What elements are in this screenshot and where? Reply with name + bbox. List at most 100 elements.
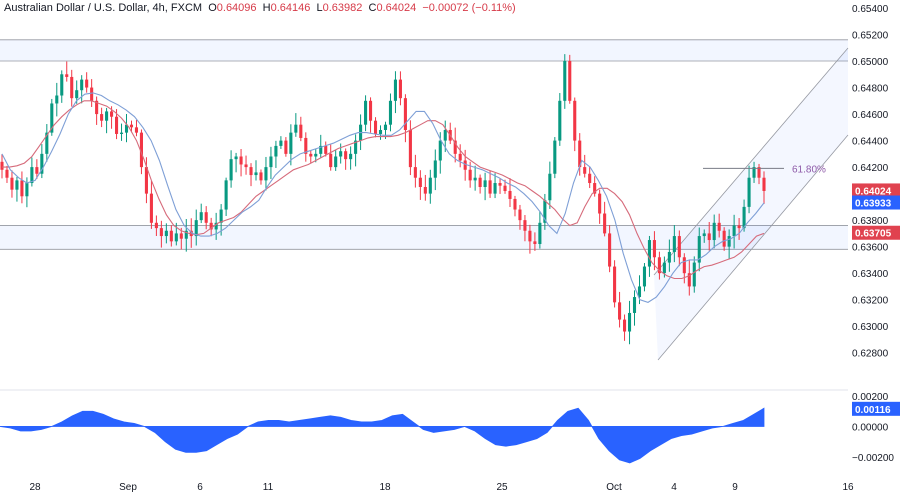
candle-body [40, 153, 44, 174]
close-label: C [368, 2, 377, 14]
candle-body [264, 167, 268, 181]
candle-body [55, 95, 59, 104]
candle-body [304, 137, 308, 154]
candle-body [30, 167, 34, 184]
time-axis-tick: 28 [29, 482, 41, 493]
candle-body [528, 230, 532, 242]
candle-body [319, 145, 323, 154]
candle-body [229, 159, 233, 181]
candle-body [403, 98, 407, 130]
candle-body [144, 167, 148, 194]
candle-body [129, 124, 134, 128]
price-axis-tick: 0.63000 [852, 322, 889, 333]
channel-lower-line [657, 134, 849, 361]
time-axis-tick: 18 [379, 482, 391, 493]
candle-body [139, 132, 143, 168]
price-axis-tick: 0.62800 [852, 349, 889, 360]
candle-body [393, 79, 397, 101]
candle-body [15, 180, 19, 190]
candle-body [568, 61, 572, 101]
price-axis-tick: 0.65000 [852, 57, 889, 68]
price-axis-tick: 0.63800 [852, 216, 889, 227]
candle-body [488, 180, 492, 194]
candle-body [438, 140, 442, 161]
candle-body [209, 222, 213, 230]
candle-body [603, 213, 607, 234]
candle-body [344, 151, 348, 160]
svg-text:0.63705: 0.63705 [855, 229, 892, 240]
fast-moving-average-line [1, 92, 765, 304]
indicator-value-tag [852, 401, 900, 416]
oscillator-area [0, 407, 765, 464]
candle-body [85, 79, 89, 88]
candle-body [702, 233, 706, 237]
candle-body [677, 236, 681, 258]
price-axis-tick: 0.64800 [852, 84, 889, 95]
candle-body [299, 124, 303, 138]
price-axis-tick: 0.64400 [852, 137, 889, 148]
candle-body [757, 167, 761, 178]
price-axis-tick: 0.65400 [852, 4, 889, 15]
price-axis-tick: 0.63600 [852, 243, 889, 254]
price-tag: 0.63933 [852, 195, 900, 210]
candle-body [219, 209, 223, 223]
time-axis-tick: 16 [842, 482, 854, 493]
candle-body [558, 100, 562, 141]
candle-body [468, 169, 472, 181]
candle-body [398, 79, 402, 99]
candle-body [234, 156, 238, 160]
candle-body [179, 233, 183, 239]
indicator-axis-tick: −0.00200 [852, 453, 894, 464]
price-tag: 0.63705 [852, 225, 900, 240]
candle-body [533, 241, 537, 245]
candle-body [35, 167, 39, 174]
candle-body [747, 177, 751, 207]
candle-body [478, 177, 482, 187]
candle-body [204, 212, 208, 223]
time-axis-tick: 9 [732, 482, 738, 493]
candle-body [433, 160, 437, 178]
candle-body [732, 225, 736, 237]
candle-body [588, 173, 592, 184]
candle-body [618, 302, 622, 320]
candle-body [578, 140, 582, 168]
candle-body [637, 286, 642, 298]
candle-body [60, 74, 64, 96]
low-value: 0.63982 [322, 2, 363, 14]
candle-body [349, 153, 353, 160]
candle-body [428, 177, 432, 194]
candle-body [334, 156, 338, 168]
candle-body [289, 132, 293, 154]
candle-body [199, 212, 203, 221]
candle-body [503, 185, 507, 191]
candle-body [652, 240, 656, 258]
candle-body [369, 100, 373, 121]
candle-body [523, 220, 527, 231]
svg-text:0.64024: 0.64024 [855, 186, 892, 197]
symbol-title: Australian Dollar / U.S. Dollar, 4h, FXC… [4, 2, 203, 14]
svg-text:0.63933: 0.63933 [855, 199, 892, 210]
channel-upper-line [653, 47, 849, 276]
candle-body [662, 262, 666, 274]
candle-body [274, 145, 278, 157]
candle-body [762, 177, 766, 191]
candle-body [583, 167, 587, 174]
candle-body [413, 167, 417, 178]
candle-body [354, 140, 358, 154]
candle-body [383, 124, 388, 130]
candle-body [707, 233, 711, 241]
slow-moving-average-line [2, 100, 765, 280]
time-axis-tick: 11 [263, 482, 274, 493]
open-label: O [208, 2, 217, 14]
candle-body [364, 100, 368, 125]
candle-body [329, 153, 333, 168]
candle-body [543, 200, 547, 223]
candle-body [632, 297, 637, 313]
candle-body [110, 111, 114, 117]
candle-body [573, 100, 577, 141]
price-tag: 0.64024 [852, 183, 900, 198]
high-value: 0.64146 [270, 2, 311, 14]
indicator-axis-tick: 0.00000 [852, 422, 889, 433]
candle-body [608, 233, 612, 267]
